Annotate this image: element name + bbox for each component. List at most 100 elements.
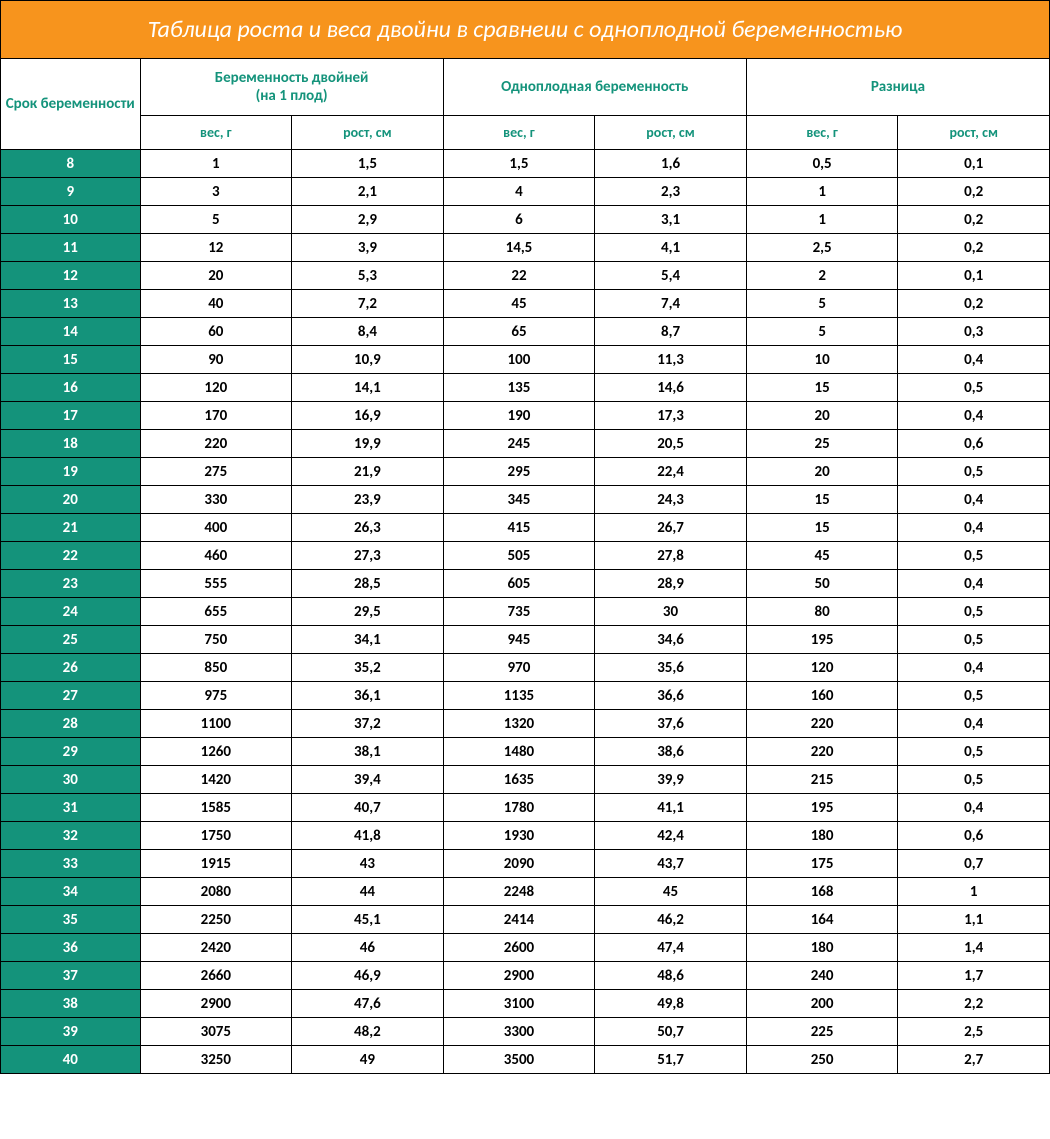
twin-height-cell: 21,9 <box>292 458 444 486</box>
diff-weight-cell: 2,5 <box>746 234 898 262</box>
table-header: Срок беременности Беременность двойней (… <box>1 59 1050 150</box>
twin-height-cell: 23,9 <box>292 486 444 514</box>
diff-height-cell: 0,4 <box>898 514 1050 542</box>
week-cell: 16 <box>1 374 141 402</box>
single-weight-cell: 735 <box>443 598 595 626</box>
twin-weight-cell: 2660 <box>140 962 292 990</box>
twin-height-cell: 48,2 <box>292 1018 444 1046</box>
header-twin-height: рост, см <box>292 116 444 150</box>
diff-height-cell: 0,5 <box>898 766 1050 794</box>
single-height-cell: 34,6 <box>595 626 747 654</box>
twin-weight-cell: 555 <box>140 570 292 598</box>
single-height-cell: 27,8 <box>595 542 747 570</box>
diff-weight-cell: 15 <box>746 374 898 402</box>
table-row: 32175041,8193042,41800,6 <box>1 822 1050 850</box>
week-cell: 23 <box>1 570 141 598</box>
twin-height-cell: 46 <box>292 934 444 962</box>
single-weight-cell: 1635 <box>443 766 595 794</box>
single-height-cell: 30 <box>595 598 747 626</box>
diff-height-cell: 0,7 <box>898 850 1050 878</box>
week-cell: 28 <box>1 710 141 738</box>
twin-weight-cell: 20 <box>140 262 292 290</box>
single-weight-cell: 1135 <box>443 682 595 710</box>
diff-weight-cell: 0,5 <box>746 150 898 178</box>
single-weight-cell: 4 <box>443 178 595 206</box>
twin-weight-cell: 3 <box>140 178 292 206</box>
header-twin-group: Беременность двойней (на 1 плод) <box>140 59 443 116</box>
single-weight-cell: 100 <box>443 346 595 374</box>
twin-height-cell: 34,1 <box>292 626 444 654</box>
table-row: 811,51,51,60,50,1 <box>1 150 1050 178</box>
diff-weight-cell: 220 <box>746 738 898 766</box>
twin-height-cell: 39,4 <box>292 766 444 794</box>
table-row: 2140026,341526,7150,4 <box>1 514 1050 542</box>
diff-height-cell: 0,6 <box>898 822 1050 850</box>
diff-weight-cell: 1 <box>746 178 898 206</box>
twin-weight-cell: 220 <box>140 430 292 458</box>
single-weight-cell: 605 <box>443 570 595 598</box>
twin-weight-cell: 750 <box>140 626 292 654</box>
single-height-cell: 36,6 <box>595 682 747 710</box>
diff-weight-cell: 45 <box>746 542 898 570</box>
diff-height-cell: 0,5 <box>898 626 1050 654</box>
diff-weight-cell: 160 <box>746 682 898 710</box>
twin-weight-cell: 1 <box>140 150 292 178</box>
diff-weight-cell: 2 <box>746 262 898 290</box>
single-weight-cell: 1780 <box>443 794 595 822</box>
diff-height-cell: 1 <box>898 878 1050 906</box>
diff-weight-cell: 10 <box>746 346 898 374</box>
week-cell: 14 <box>1 318 141 346</box>
table-row: 1927521,929522,4200,5 <box>1 458 1050 486</box>
diff-weight-cell: 25 <box>746 430 898 458</box>
diff-height-cell: 0,2 <box>898 178 1050 206</box>
week-cell: 9 <box>1 178 141 206</box>
twin-weight-cell: 460 <box>140 542 292 570</box>
twin-weight-cell: 40 <box>140 290 292 318</box>
table-row: 1717016,919017,3200,4 <box>1 402 1050 430</box>
twin-weight-cell: 1260 <box>140 738 292 766</box>
twin-weight-cell: 1750 <box>140 822 292 850</box>
single-height-cell: 22,4 <box>595 458 747 486</box>
diff-height-cell: 2,2 <box>898 990 1050 1018</box>
single-height-cell: 47,4 <box>595 934 747 962</box>
twin-weight-cell: 2080 <box>140 878 292 906</box>
twin-height-cell: 1,5 <box>292 150 444 178</box>
table-row: 1822019,924520,5250,6 <box>1 430 1050 458</box>
table-row: 2033023,934524,3150,4 <box>1 486 1050 514</box>
twin-height-cell: 29,5 <box>292 598 444 626</box>
twin-weight-cell: 5 <box>140 206 292 234</box>
header-twin-weight: вес, г <box>140 116 292 150</box>
single-height-cell: 37,6 <box>595 710 747 738</box>
diff-height-cell: 0,5 <box>898 738 1050 766</box>
diff-height-cell: 1,7 <box>898 962 1050 990</box>
table-row: 33191543209043,71750,7 <box>1 850 1050 878</box>
twin-height-cell: 45,1 <box>292 906 444 934</box>
single-height-cell: 49,8 <box>595 990 747 1018</box>
twin-height-cell: 44 <box>292 878 444 906</box>
single-height-cell: 51,7 <box>595 1046 747 1074</box>
diff-height-cell: 0,4 <box>898 486 1050 514</box>
twin-height-cell: 5,3 <box>292 262 444 290</box>
twin-weight-cell: 2900 <box>140 990 292 1018</box>
single-weight-cell: 415 <box>443 514 595 542</box>
diff-height-cell: 2,7 <box>898 1046 1050 1074</box>
diff-weight-cell: 20 <box>746 402 898 430</box>
diff-weight-cell: 250 <box>746 1046 898 1074</box>
single-height-cell: 8,7 <box>595 318 747 346</box>
diff-weight-cell: 175 <box>746 850 898 878</box>
diff-height-cell: 0,2 <box>898 206 1050 234</box>
week-cell: 25 <box>1 626 141 654</box>
single-weight-cell: 6 <box>443 206 595 234</box>
diff-height-cell: 2,5 <box>898 1018 1050 1046</box>
single-height-cell: 3,1 <box>595 206 747 234</box>
twin-height-cell: 8,4 <box>292 318 444 346</box>
week-cell: 8 <box>1 150 141 178</box>
diff-weight-cell: 220 <box>746 710 898 738</box>
single-height-cell: 38,6 <box>595 738 747 766</box>
single-weight-cell: 65 <box>443 318 595 346</box>
week-cell: 36 <box>1 934 141 962</box>
single-weight-cell: 970 <box>443 654 595 682</box>
single-weight-cell: 14,5 <box>443 234 595 262</box>
diff-height-cell: 0,6 <box>898 430 1050 458</box>
week-cell: 40 <box>1 1046 141 1074</box>
